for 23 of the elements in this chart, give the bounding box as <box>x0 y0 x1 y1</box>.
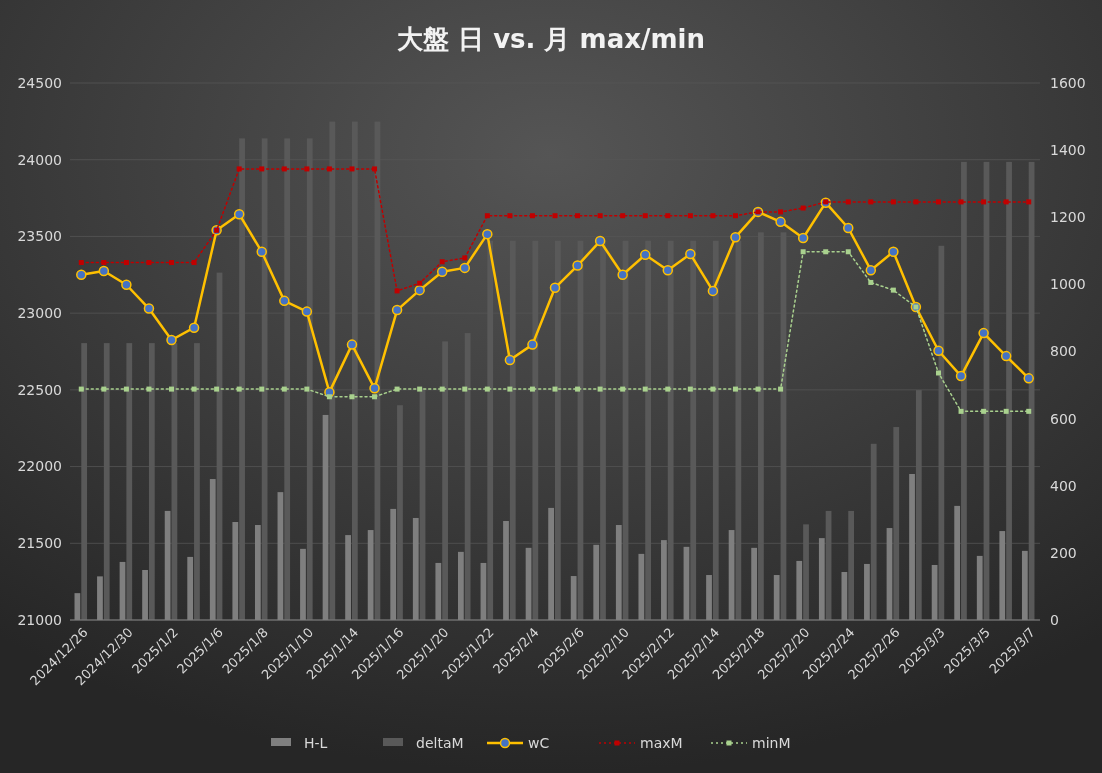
y-tick-label: 23000 <box>17 305 62 322</box>
y-tick-label: 24500 <box>17 74 62 91</box>
legend-label: deltaM <box>416 734 464 751</box>
y2-tick-label: 1200 <box>1050 209 1086 226</box>
y2-tick-label: 1000 <box>1050 276 1086 293</box>
y-tick-label: 23500 <box>17 228 62 245</box>
y2-tick-label: 600 <box>1050 410 1077 427</box>
legend-label: minM <box>752 734 791 751</box>
legend-label: H-L <box>304 734 328 751</box>
y-tick-label: 21000 <box>17 611 62 628</box>
legend-label: maxM <box>640 734 683 751</box>
y2-tick-label: 200 <box>1050 544 1077 561</box>
legend-label: wC <box>528 734 550 751</box>
y-tick-label: 21500 <box>17 535 62 552</box>
y-tick-label: 22500 <box>17 381 62 398</box>
y2-tick-label: 0 <box>1050 611 1059 628</box>
y2-tick-label: 1400 <box>1050 142 1086 159</box>
chart-title: 大盤 日 vs. 月 max/min <box>397 24 705 54</box>
y2-tick-label: 400 <box>1050 477 1077 494</box>
y2-tick-label: 800 <box>1050 343 1077 360</box>
y-tick-label: 24000 <box>17 151 62 168</box>
y2-tick-label: 1600 <box>1050 74 1086 91</box>
y-tick-label: 22000 <box>17 458 62 475</box>
